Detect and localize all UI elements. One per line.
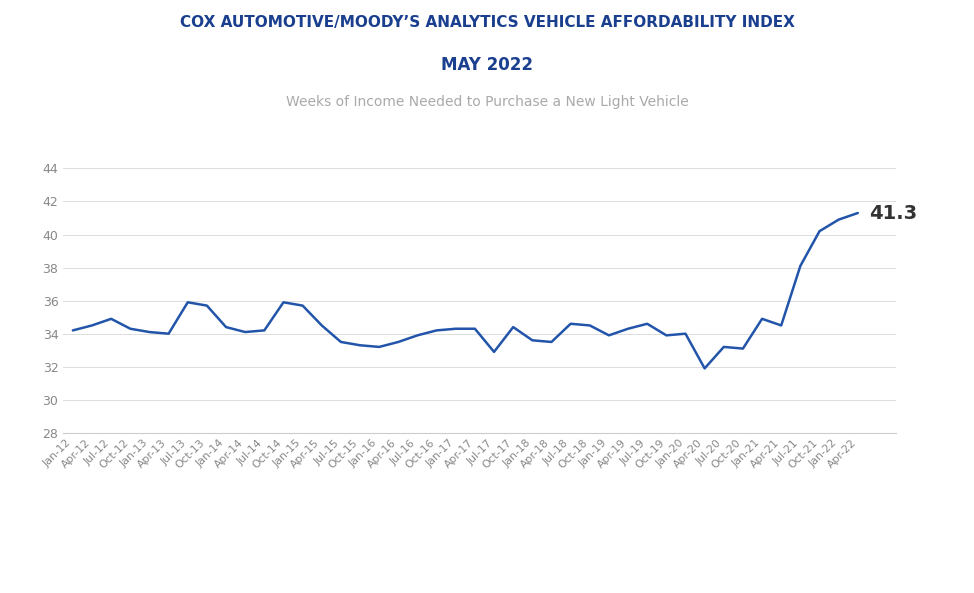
Text: 41.3: 41.3 [869,203,918,222]
Text: COX AUTOMOTIVE/MOODY’S ANALYTICS VEHICLE AFFORDABILITY INDEX: COX AUTOMOTIVE/MOODY’S ANALYTICS VEHICLE… [179,15,795,30]
Text: Weeks of Income Needed to Purchase a New Light Vehicle: Weeks of Income Needed to Purchase a New… [285,95,689,109]
Text: MAY 2022: MAY 2022 [441,56,533,74]
